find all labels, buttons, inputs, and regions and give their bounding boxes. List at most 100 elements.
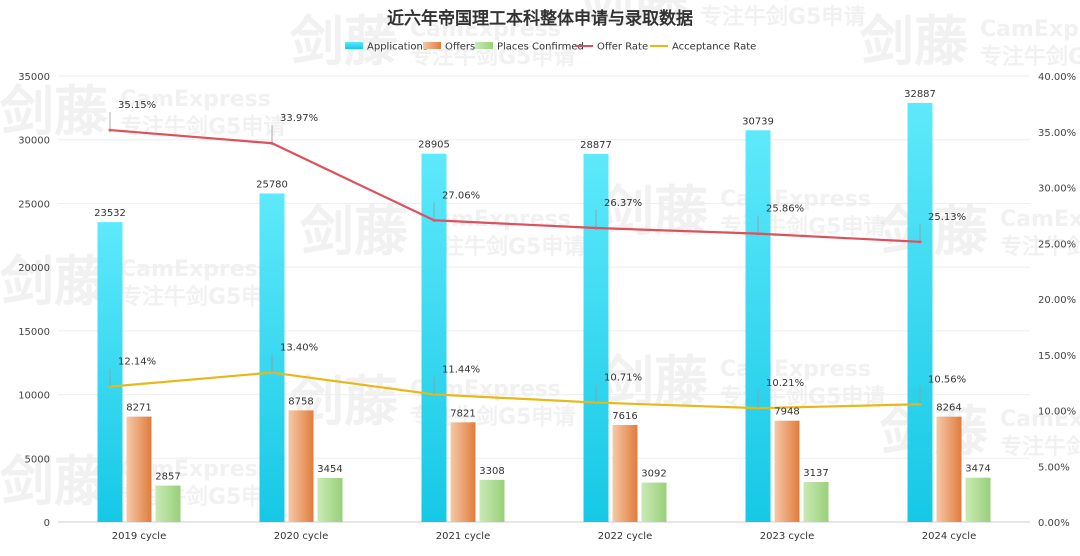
x-category-label: 2021 cycle	[436, 531, 490, 542]
watermark-brand: 剑藤	[290, 10, 399, 73]
watermark-brand: 剑藤	[600, 180, 709, 243]
watermark-slogan: 专注牛剑G5申请	[420, 234, 585, 260]
legend-item-acceptance-rate[interactable]: Acceptance Rate	[650, 42, 756, 53]
y-left-tick-label: 35000	[18, 72, 50, 83]
watermark-text: CamExpress	[980, 17, 1080, 42]
watermark-text: CamExpress	[720, 187, 871, 212]
watermark-slogan: 专注牛剑G5申请	[120, 284, 285, 310]
y-right-tick-label: 5.00%	[1038, 462, 1070, 473]
watermark-slogan: 专注牛剑G5申请	[700, 4, 865, 30]
x-category-label: 2023 cycle	[760, 531, 814, 542]
data-label-offers: 8264	[936, 403, 961, 414]
legend-label: Offer Rate	[597, 42, 648, 53]
watermark-text: CamExpress	[410, 17, 561, 42]
data-label-acceptance-rate: 11.44%	[442, 364, 480, 375]
legend: Applications Offers Places Confirmed Offer …	[345, 42, 756, 53]
y-right-tick-label: 10.00%	[1038, 407, 1076, 418]
y-left-tick-label: 10000	[18, 391, 50, 402]
watermark-brand: 剑藤	[0, 450, 109, 513]
bar-applications	[583, 154, 609, 522]
legend-swatch	[475, 42, 493, 49]
data-label-offers: 7616	[612, 411, 637, 422]
watermark-slogan: 专注牛剑G5申请	[1000, 434, 1080, 460]
data-label-places-confirmed: 3454	[317, 464, 342, 475]
bar-places-confirmed	[641, 482, 667, 522]
watermark-brand: 剑藤	[860, 10, 969, 73]
legend-label: Offers	[445, 42, 475, 53]
legend-swatch	[345, 42, 363, 49]
data-label-offers: 7821	[450, 408, 475, 419]
data-label-offer-rate: 27.06%	[442, 190, 480, 201]
data-label-applications: 25780	[256, 179, 288, 190]
x-category-label: 2019 cycle	[112, 531, 166, 542]
y-right-tick-label: 35.00%	[1038, 128, 1076, 139]
y-right-tick-label: 20.00%	[1038, 295, 1076, 306]
data-label-applications: 30739	[742, 116, 774, 127]
bar-places-confirmed	[479, 479, 505, 522]
axes-layer: 0 5000 10000 15000 20000 25000 30000 35000 0.00%…	[18, 72, 1076, 542]
x-category-label: 2020 cycle	[274, 531, 328, 542]
chart-title: 近六年帝国理工本科整体申请与录取数据	[387, 8, 693, 29]
legend-item-applications[interactable]: Applications	[345, 42, 428, 53]
bar-offers	[126, 416, 152, 522]
data-label-applications: 28905	[418, 140, 450, 151]
watermark-text: CamExpress	[720, 357, 871, 382]
data-label-acceptance-rate: 10.71%	[604, 373, 642, 384]
data-label-offer-rate: 25.13%	[928, 212, 966, 223]
y-left-tick-label: 30000	[18, 136, 50, 147]
watermark-text: CamExpress	[1000, 207, 1080, 232]
data-label-applications: 23532	[94, 208, 126, 219]
data-label-acceptance-rate: 13.40%	[280, 343, 318, 354]
watermark-brand: 剑藤	[880, 400, 989, 463]
bar-applications	[907, 102, 933, 522]
data-label-places-confirmed: 3308	[479, 466, 504, 477]
data-label-offer-rate: 35.15%	[118, 100, 156, 111]
line-acceptance-rate	[109, 371, 921, 410]
bar-places-confirmed	[803, 482, 829, 522]
data-label-places-confirmed: 3137	[803, 468, 828, 479]
data-label-acceptance-rate: 12.14%	[118, 357, 156, 368]
bar-offers	[774, 420, 800, 522]
legend-label: Acceptance Rate	[672, 42, 756, 53]
watermark-brand: 剑藤	[300, 200, 409, 263]
legend-swatch	[423, 42, 441, 49]
data-label-places-confirmed: 3092	[641, 469, 666, 480]
bar-offers	[450, 422, 476, 522]
y-left-tick-label: 20000	[18, 263, 50, 274]
data-label-offer-rate: 26.37%	[604, 198, 642, 209]
data-label-offer-rate: 33.97%	[280, 113, 318, 124]
y-right-tick-label: 25.00%	[1038, 239, 1076, 250]
watermark-slogan: 专注牛剑G5申请	[1000, 234, 1080, 260]
bar-places-confirmed	[965, 477, 991, 522]
bar-places-confirmed	[155, 485, 181, 522]
bar-places-confirmed	[317, 477, 343, 522]
data-label-applications: 32887	[904, 89, 936, 100]
bar-applications	[745, 130, 771, 523]
data-label-offer-rate: 25.86%	[766, 204, 804, 215]
y-left-tick-label: 25000	[18, 199, 50, 210]
bar-offers	[612, 424, 638, 522]
legend-item-offer-rate[interactable]: Offer Rate	[575, 42, 648, 53]
legend-item-offers[interactable]: Offers	[423, 42, 475, 53]
watermark-slogan: 专注牛剑G5申请	[980, 44, 1080, 70]
labels-layer: 23532 25780 28905 28877 30739 32887 8271 8758 78…	[94, 89, 991, 483]
grid-layer	[58, 75, 1030, 523]
y-right-tick-label: 15.00%	[1038, 351, 1076, 362]
y-right-tick-label: 0.00%	[1038, 518, 1070, 529]
watermark-brand: 剑藤	[0, 250, 109, 313]
watermark-slogan: 专注牛剑G5申请	[120, 114, 285, 140]
y-left-tick-label: 15000	[18, 327, 50, 338]
data-label-places-confirmed: 3474	[965, 464, 990, 475]
data-label-acceptance-rate: 10.56%	[928, 374, 966, 385]
data-label-offers: 8271	[126, 403, 151, 414]
bar-offers	[936, 416, 962, 522]
watermark-brand: 剑藤	[880, 200, 989, 263]
data-label-applications: 28877	[580, 140, 612, 151]
legend-item-places-confirmed[interactable]: Places Confirmed	[475, 42, 584, 53]
watermark-text: CamExpress	[120, 257, 271, 282]
watermark-brand: 剑藤	[580, 0, 689, 33]
watermark-text: CamExpress	[120, 87, 271, 112]
y-left-tick-label: 0	[44, 518, 50, 529]
